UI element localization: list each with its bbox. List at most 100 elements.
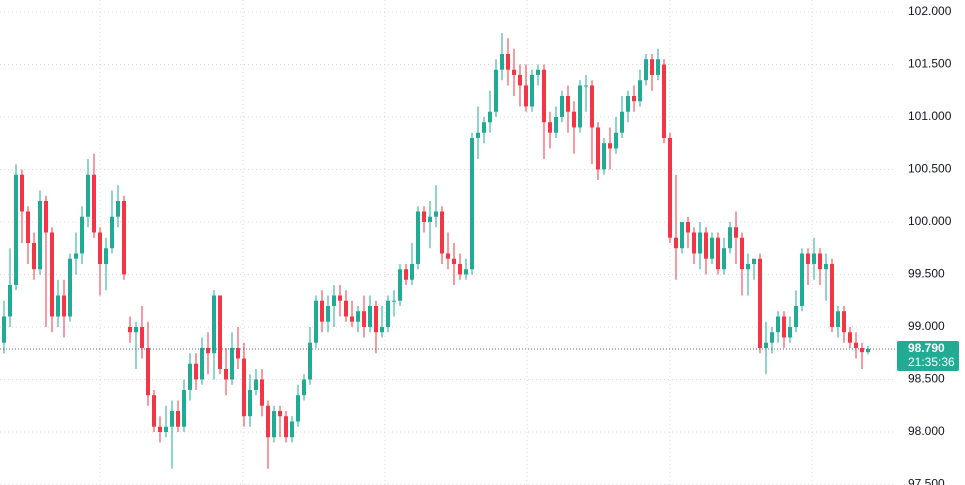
candle-body xyxy=(44,200,48,233)
candle-body xyxy=(494,69,498,112)
y-tick-label: 98.500 xyxy=(908,372,945,386)
candle-body xyxy=(170,410,174,427)
candle-body xyxy=(650,59,654,75)
candle-body xyxy=(32,242,36,270)
y-tick-label: 99.000 xyxy=(908,319,945,333)
candle-body xyxy=(422,211,426,222)
candle-body xyxy=(518,74,522,86)
candle-body xyxy=(524,85,528,107)
candle-body xyxy=(14,174,18,285)
candle-body xyxy=(716,237,720,270)
candle-body xyxy=(476,132,480,138)
candle-body xyxy=(296,395,300,422)
candle-body xyxy=(788,326,792,338)
candle-body xyxy=(158,426,162,432)
candle-body xyxy=(110,216,114,249)
candle-body xyxy=(608,143,612,149)
candle-body xyxy=(266,405,270,438)
candle-body xyxy=(176,410,180,427)
candle-body xyxy=(458,263,462,275)
candle-body xyxy=(242,358,246,417)
candle-body xyxy=(368,305,372,327)
candle-body xyxy=(698,232,702,254)
candle-body xyxy=(764,342,768,348)
candle-body xyxy=(152,395,156,427)
candle-body xyxy=(380,326,384,333)
candle-body xyxy=(428,216,432,222)
candle-body xyxy=(350,316,354,322)
candle-body xyxy=(218,295,222,369)
y-tick-label: 99.500 xyxy=(908,267,945,281)
candle-body xyxy=(68,258,72,317)
candle-body xyxy=(86,174,90,217)
candle-body xyxy=(332,295,336,306)
y-tick-label: 100.500 xyxy=(908,162,952,176)
candle-body xyxy=(740,237,744,270)
candle-body xyxy=(38,200,42,270)
candle-body xyxy=(506,53,510,70)
candle-body xyxy=(632,95,636,102)
candle-body xyxy=(62,295,66,317)
candle-body xyxy=(758,258,762,348)
candle-body xyxy=(74,253,78,259)
candle-body xyxy=(584,85,588,87)
y-tick-label: 101.000 xyxy=(908,109,952,123)
candle-body xyxy=(2,316,6,343)
candle-body xyxy=(470,137,474,270)
candle-body xyxy=(254,379,258,390)
candle-body xyxy=(122,200,126,275)
candle-body xyxy=(734,227,738,238)
candle-body xyxy=(794,305,798,327)
candle-body xyxy=(164,426,168,432)
candle-body xyxy=(626,95,630,112)
candle-body xyxy=(356,311,360,322)
candle-body xyxy=(812,253,816,264)
candle-body xyxy=(482,122,486,133)
candle-body xyxy=(386,300,390,327)
candle-body xyxy=(866,349,870,353)
candle-body xyxy=(674,237,678,249)
candle-body xyxy=(146,347,150,396)
candle-body xyxy=(548,122,552,133)
candle-body xyxy=(212,295,216,354)
candle-body xyxy=(824,263,828,270)
candle-body xyxy=(590,85,594,128)
candle-body xyxy=(362,311,366,327)
candle-body xyxy=(20,174,24,212)
candle-body xyxy=(416,211,420,264)
candle-body xyxy=(230,347,234,380)
candle-body xyxy=(656,59,660,75)
candle-body xyxy=(302,379,306,396)
candle-body xyxy=(140,326,144,348)
candle-body xyxy=(182,389,186,427)
candle-body xyxy=(614,132,618,149)
candle-body xyxy=(452,258,456,264)
candle-body xyxy=(26,211,30,243)
candle-body xyxy=(284,416,288,438)
candle-body xyxy=(398,269,402,301)
candle-body xyxy=(290,421,294,438)
candle-body xyxy=(704,232,708,259)
candle-body xyxy=(662,64,666,138)
candle-body xyxy=(578,85,582,128)
candle-body xyxy=(338,295,342,301)
candle-body xyxy=(830,263,834,327)
y-tick-label: 97.500 xyxy=(908,477,945,485)
candle-body xyxy=(56,295,60,317)
candle-body xyxy=(50,232,54,317)
candle-body xyxy=(752,258,756,264)
candle-body xyxy=(560,95,564,117)
candle-body xyxy=(200,347,204,380)
candle-body xyxy=(98,232,102,264)
candle-body xyxy=(542,69,546,123)
candle-body xyxy=(644,59,648,81)
candle-body xyxy=(728,227,732,249)
candle-body xyxy=(686,221,690,233)
candle-body xyxy=(668,137,672,238)
candle-body xyxy=(500,53,504,70)
candle-body xyxy=(746,263,750,270)
candle-body xyxy=(596,127,600,170)
candle-body xyxy=(860,347,864,353)
candle-body xyxy=(638,80,642,102)
